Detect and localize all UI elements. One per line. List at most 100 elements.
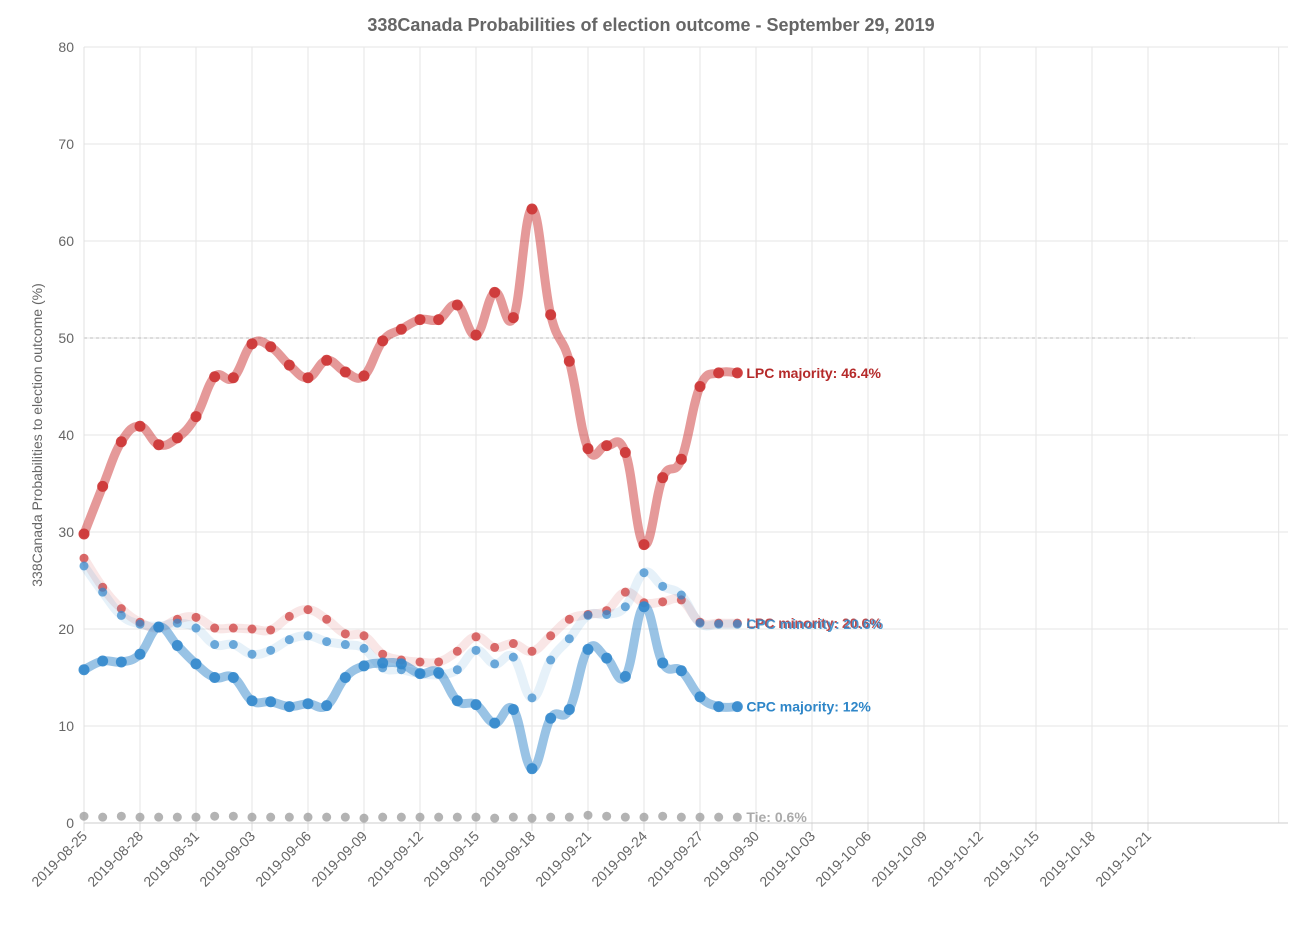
data-point[interactable]: Tie: 0.6% — [415, 812, 425, 822]
data-point[interactable]: CPC minority: 21.5% — [602, 609, 612, 619]
data-point[interactable]: LPC minority: 21% — [322, 614, 332, 624]
data-point[interactable]: CPC majority: 16.5% — [377, 657, 389, 669]
data-point[interactable]: LPC minority: 18.5% — [508, 639, 518, 649]
data-point[interactable]: CPC majority: 15% — [209, 672, 221, 683]
data-point[interactable]: CPC majority: 15% — [227, 672, 239, 683]
data-point[interactable]: CPC majority: 16.7% — [97, 655, 109, 667]
data-point[interactable]: LPC majority: 51.9% — [414, 314, 426, 326]
data-point[interactable]: Tie: 0.6% — [135, 812, 145, 822]
data-point[interactable]: Tie: 0.6% — [172, 812, 182, 822]
data-point[interactable]: LPC majority: 39.3% — [115, 436, 127, 448]
data-point[interactable]: CPC minority: 17.8% — [266, 645, 276, 655]
data-point[interactable]: LPC minority: 20% — [247, 624, 257, 634]
data-point[interactable]: CPC majority: 12.5% — [265, 696, 277, 708]
data-point[interactable]: Tie: 0.6% — [714, 812, 724, 822]
data-point[interactable]: Tie: 0.6% — [247, 812, 257, 822]
data-point[interactable]: Tie: 0.6% — [676, 812, 686, 822]
data-point[interactable]: CPC majority: 15.8% — [78, 664, 90, 676]
data-point[interactable]: LPC minority: 19.3% — [546, 631, 556, 641]
data-point[interactable]: LPC minority: 18.1% — [490, 642, 500, 652]
data-point[interactable]: Tie: 0.6% — [452, 812, 462, 822]
data-point[interactable]: LPC majority: 47.2% — [283, 359, 295, 371]
data-point[interactable]: LPC majority: 47.7% — [321, 354, 333, 366]
data-point[interactable]: Tie: 0.6% — [98, 812, 108, 822]
data-point[interactable]: Tie: 0.6% — [471, 812, 481, 822]
data-point[interactable]: CPC majority: 12.3% — [302, 698, 314, 710]
data-point[interactable]: CPC minority: 24.4% — [658, 581, 668, 591]
data-point[interactable]: CPC majority: 12.2% — [470, 699, 482, 711]
data-point[interactable]: CPC majority: 12.6% — [451, 695, 463, 707]
data-point[interactable]: CPC majority: 12% — [713, 701, 725, 713]
data-point[interactable]: CPC majority: 16.5% — [657, 657, 669, 669]
data-point[interactable]: Tie: 0.7% — [602, 811, 612, 821]
data-point[interactable]: Tie: 0.6% — [322, 812, 332, 822]
data-point[interactable]: LPC majority: 46% — [209, 371, 221, 383]
data-point[interactable]: CPC majority: 15.1% — [619, 671, 631, 683]
data-point[interactable]: LPC minority: 17.4% — [378, 649, 388, 659]
data-point[interactable]: Tie: 0.6% — [508, 812, 518, 822]
data-point[interactable]: LPC majority: 45% — [694, 381, 706, 392]
data-point[interactable]: LPC majority: 52.1% — [507, 312, 519, 324]
data-point[interactable]: LPC majority: 49.4% — [246, 338, 258, 350]
data-point[interactable]: Tie: 0.6% — [266, 812, 276, 822]
data-point[interactable]: CPC majority: 17.9% — [582, 643, 594, 655]
data-point[interactable]: LPC majority: 28.7% — [638, 539, 650, 551]
data-point[interactable]: LPC minority: 22.8% — [658, 597, 668, 607]
data-point[interactable]: CPC majority: 10.8% — [545, 712, 557, 724]
data-point[interactable]: CPC minority: 17.4% — [247, 649, 257, 659]
data-point[interactable]: CPC minority: 18.9% — [284, 635, 294, 645]
data-point[interactable]: LPC majority: 54.7% — [489, 286, 501, 298]
data-point[interactable]: LPC majority: 49.7% — [377, 335, 389, 347]
data-point[interactable]: LPC majority: 52.4% — [545, 309, 557, 321]
data-point[interactable]: CPC minority: 20.5% — [714, 619, 724, 629]
data-point[interactable]: CPC majority: 16.6% — [115, 656, 127, 668]
data-point[interactable]: CPC majority: 15% — [339, 672, 351, 683]
data-point[interactable]: LPC majority: 39% — [153, 439, 165, 451]
data-point[interactable]: LPC minority: 16.6% — [434, 657, 444, 667]
data-point[interactable]: LPC majority: 39.7% — [171, 432, 183, 444]
data-point[interactable]: LPC minority: 17.7% — [527, 646, 537, 656]
data-point[interactable]: CPC minority: 20.5% — [732, 619, 742, 629]
data-point[interactable]: Tie: 0.7% — [79, 811, 89, 821]
data-point[interactable]: LPC majority: 41.9% — [190, 411, 202, 423]
data-point[interactable]: LPC majority: 37.5% — [675, 453, 687, 465]
data-point[interactable]: LPC majority: 35.6% — [657, 472, 669, 484]
data-point[interactable]: CPC minority: 18.4% — [228, 640, 238, 650]
data-point[interactable]: LPC minority: 23.8% — [620, 587, 630, 597]
data-point[interactable]: CPC minority: 25.8% — [639, 568, 649, 578]
data-point[interactable]: Tie: 0.6% — [284, 812, 294, 822]
data-point[interactable]: Tie: 0.6% — [340, 812, 350, 822]
data-point[interactable]: CPC majority: 15.5% — [433, 667, 445, 679]
data-point[interactable]: Tie: 0.8% — [583, 810, 593, 820]
data-point[interactable]: CPC minority: 16.8% — [546, 655, 556, 665]
data-point[interactable]: LPC minority: 20.1% — [228, 623, 238, 633]
data-point[interactable]: LPC minority: 21.2% — [191, 612, 201, 622]
data-point[interactable]: CPC majority: 16.4% — [190, 658, 202, 670]
data-point[interactable]: Tie: 0.7% — [210, 811, 220, 821]
data-point[interactable]: CPC minority: 20.5% — [135, 619, 145, 629]
data-point[interactable]: Tie: 0.7% — [228, 811, 238, 821]
data-point[interactable]: Tie: 0.6% — [695, 812, 705, 822]
data-point[interactable]: LPC majority: 53.4% — [451, 299, 463, 311]
data-point[interactable]: LPC minority: 19.3% — [359, 631, 369, 641]
data-point[interactable]: CPC minority: 26.5% — [79, 561, 89, 571]
data-point[interactable]: CPC minority: 18.4% — [340, 640, 350, 650]
data-point[interactable]: CPC majority: 17% — [601, 652, 613, 664]
data-point[interactable]: CPC majority: 16.4% — [395, 658, 407, 670]
data-point[interactable]: CPC majority: 5.6% — [526, 763, 538, 775]
data-point[interactable]: LPC majority: 46.1% — [358, 370, 370, 382]
data-point[interactable]: LPC minority: 17.7% — [452, 646, 462, 656]
data-point[interactable]: CPC majority: 12% — [731, 701, 743, 713]
data-point[interactable]: CPC majority: 16.2% — [358, 660, 370, 672]
data-point[interactable]: CPC majority: 11.7% — [507, 704, 519, 716]
data-point[interactable]: CPC minority: 19.3% — [303, 631, 313, 641]
data-point[interactable]: LPC majority: 50.3% — [470, 329, 482, 341]
data-point[interactable]: Tie: 0.6% — [303, 812, 313, 822]
data-point[interactable]: LPC majority: 49.1% — [265, 341, 277, 353]
data-point[interactable]: Tie: 0.6% — [434, 812, 444, 822]
data-point[interactable]: LPC majority: 47.6% — [563, 355, 575, 367]
data-point[interactable]: LPC majority: 40.9% — [134, 420, 146, 432]
data-point[interactable]: CPC minority: 19% — [564, 634, 574, 644]
data-point[interactable]: LPC minority: 27.3% — [79, 553, 89, 563]
data-point[interactable]: CPC majority: 15.4% — [414, 668, 426, 680]
